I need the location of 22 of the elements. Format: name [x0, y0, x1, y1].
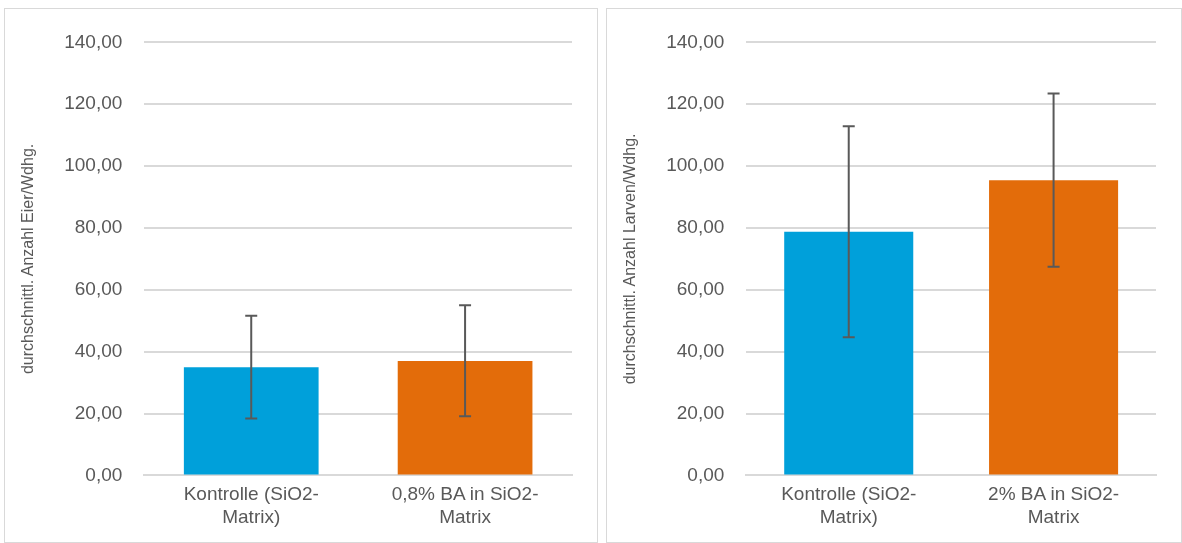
- y-tick-label: 80,00: [74, 216, 123, 238]
- y-tick-label: 120,00: [666, 92, 725, 114]
- y-tick-label: 0,00: [687, 463, 725, 485]
- y-tick-label: 60,00: [74, 278, 123, 300]
- y-tick-label: 20,00: [74, 401, 123, 423]
- y-tick-label: 120,00: [64, 92, 123, 114]
- y-axis-title: durchschnittl. Anzahl Larven/Wdhg.: [621, 133, 639, 385]
- y-tick-label: 140,00: [64, 30, 123, 52]
- y-axis-title: durchschnittl. Anzahl Eier/Wdhg.: [19, 143, 37, 375]
- y-tick-label: 40,00: [74, 339, 123, 361]
- y-tick-label: 40,00: [676, 339, 725, 361]
- y-tick-label: 0,00: [85, 463, 123, 485]
- x-tick-label: Kontrolle (SiO2-Matrix): [781, 483, 917, 527]
- y-tick-label: 100,00: [666, 154, 725, 176]
- x-tick-label: 2% BA in SiO2-Matrix: [988, 483, 1120, 527]
- y-tick-label: 80,00: [676, 216, 725, 238]
- y-tick-label: 60,00: [676, 278, 725, 300]
- x-tick-label: 0,8% BA in SiO2-Matrix: [391, 483, 539, 527]
- x-tick-label: Kontrolle (SiO2-Matrix): [183, 483, 319, 527]
- y-tick-label: 100,00: [64, 154, 123, 176]
- y-tick-label: 20,00: [676, 401, 725, 423]
- y-tick-label: 140,00: [666, 30, 725, 52]
